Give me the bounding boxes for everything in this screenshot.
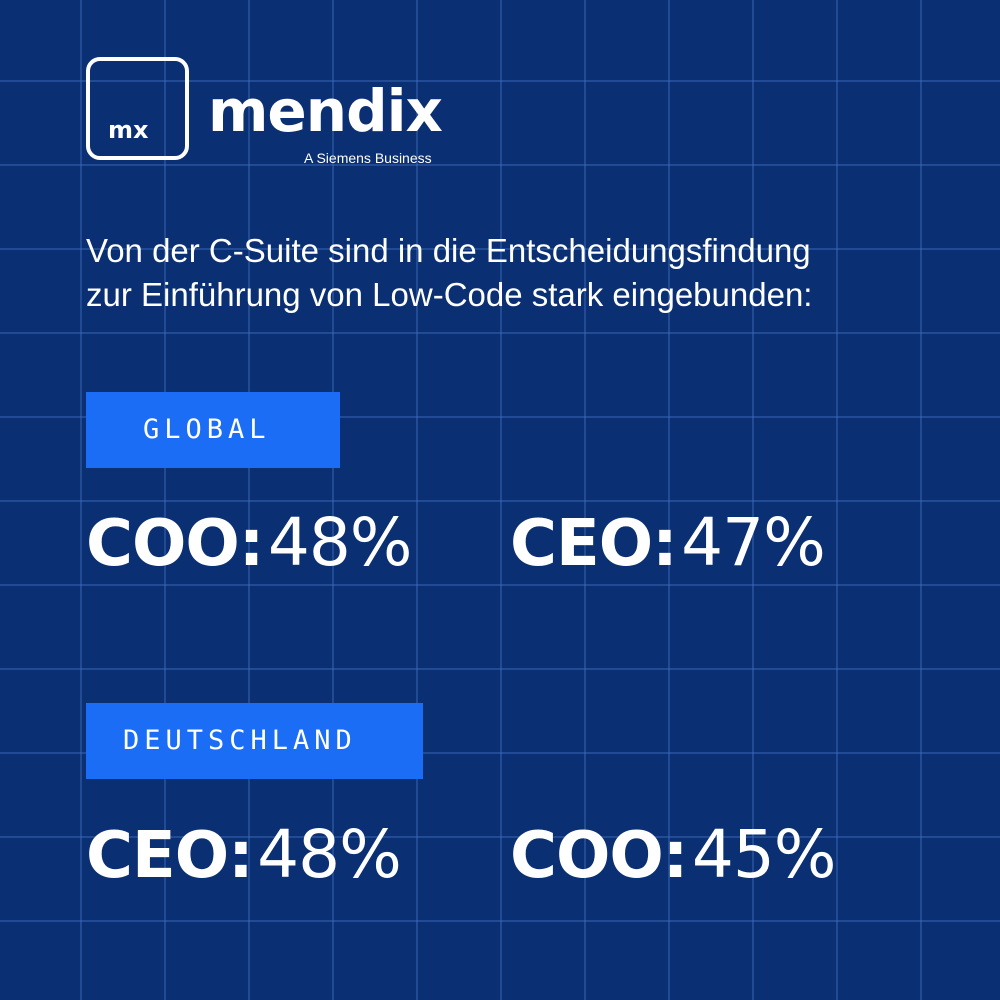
mendix-wordmark: mendix — [208, 77, 443, 145]
logo-tagline: A Siemens Business — [304, 150, 432, 166]
stat-value: 45% — [691, 816, 837, 893]
stat-role: COO: — [510, 819, 688, 893]
logo-mx-text: mx — [108, 116, 149, 144]
mendix-logo-mark: mx — [86, 57, 189, 160]
stat-global-2: CEO: 47% — [510, 510, 826, 577]
stat-deutschland-2: COO: 45% — [510, 822, 837, 889]
stat-role: COO: — [86, 507, 264, 581]
stat-global-1: COO: 48% — [86, 510, 413, 577]
section-tag-deutschland: DEUTSCHLAND — [86, 703, 423, 779]
stat-value: 48% — [267, 504, 413, 581]
stat-role: CEO: — [510, 507, 678, 581]
stat-role: CEO: — [86, 819, 254, 893]
stat-value: 48% — [257, 816, 402, 893]
headline: Von der C-Suite sind in die Entscheidung… — [86, 229, 986, 317]
headline-line-2: zur Einführung von Low-Code stark eingeb… — [86, 276, 813, 313]
stat-value: 47% — [681, 504, 826, 581]
stat-deutschland-1: CEO: 48% — [86, 822, 402, 889]
section-tag-global: GLOBAL — [86, 392, 340, 468]
headline-line-1: Von der C-Suite sind in die Entscheidung… — [86, 232, 811, 269]
